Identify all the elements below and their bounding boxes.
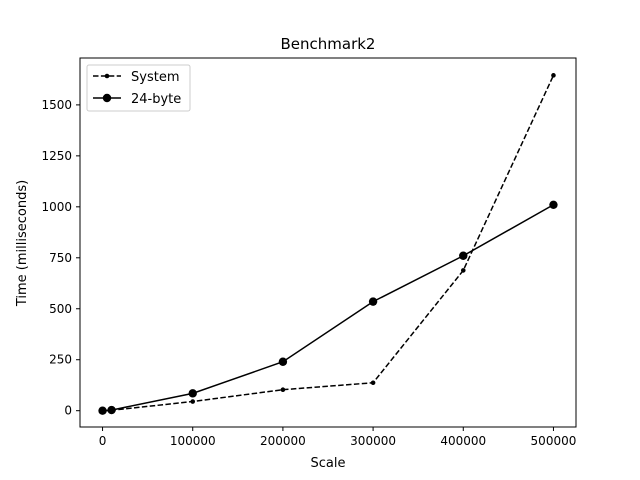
chart-title: Benchmark2: [281, 35, 376, 53]
data-point-24-byte: [107, 405, 116, 415]
y-tick-label: 1500: [41, 98, 72, 112]
data-point-system: [551, 73, 556, 78]
y-tick-label: 500: [49, 302, 72, 316]
data-point-24-byte: [188, 389, 197, 398]
data-point-system: [370, 380, 376, 386]
data-point-system: [460, 268, 466, 273]
axes-frame: [79, 57, 577, 428]
y-tick-label: 1250: [41, 149, 72, 163]
y-tick-label: 250: [49, 353, 72, 367]
data-point-24-byte: [549, 200, 558, 209]
x-tick-label: 500000: [531, 434, 577, 448]
data-point-24-byte: [98, 406, 107, 415]
x-axis-title: Scale: [311, 456, 346, 471]
legend: System 24-byte: [86, 64, 191, 112]
data-point-24-byte: [368, 297, 378, 306]
y-tick-label: 750: [49, 251, 72, 265]
x-tick-label: 300000: [350, 434, 396, 448]
legend-label-24-byte: 24-byte: [131, 92, 181, 107]
data-point-system: [280, 387, 286, 392]
x-tick-label: 400000: [440, 434, 486, 448]
y-tick-label: 0: [64, 404, 72, 418]
x-tick-label: 200000: [260, 434, 306, 448]
plot-area: 0 100000 200000 300000 400000 500000 0 250 500 75…: [41, 57, 577, 448]
y-axis-title: Time (milliseconds): [15, 180, 30, 307]
data-point-24-byte: [278, 357, 288, 366]
data-point-system: [190, 399, 196, 404]
legend-label-system: System: [131, 70, 179, 85]
legend-marker-24-byte: [102, 93, 112, 103]
legend-marker-system: [104, 73, 110, 79]
x-tick-label: 100000: [170, 434, 216, 448]
y-tick-label: 1000: [41, 200, 72, 214]
x-tick-label: 0: [99, 434, 107, 448]
data-point-24-byte: [459, 251, 468, 260]
